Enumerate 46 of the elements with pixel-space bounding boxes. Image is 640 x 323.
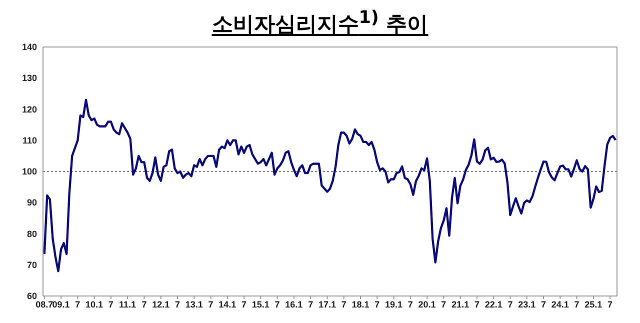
x-tick-label: 7 <box>108 299 114 310</box>
x-tick-label: 20.1 <box>418 299 436 310</box>
x-tick-label: 7 <box>574 299 580 310</box>
x-tick-label: 7 <box>508 299 513 310</box>
x-tick-label: 7 <box>441 299 446 310</box>
x-tick-label: 12.1 <box>152 299 170 310</box>
x-tick-label: 7 <box>174 299 180 310</box>
line-series <box>43 98 617 272</box>
y-tick-label: 100 <box>22 166 37 176</box>
y-tick-label: 60 <box>26 291 37 301</box>
y-tick-label: 120 <box>22 104 37 114</box>
y-tick-label: 130 <box>22 73 37 84</box>
x-tick-label: 15.1 <box>252 299 270 310</box>
x-tick-label: 7 <box>608 299 613 310</box>
x-tick-label: 10.1 <box>86 299 104 310</box>
y-tick-label: 90 <box>26 198 37 208</box>
y-tick-label: 80 <box>26 228 37 239</box>
x-tick-label: 7 <box>208 299 214 310</box>
x-tick-label: 7 <box>341 299 346 310</box>
x-tick-label: 7 <box>242 299 247 310</box>
x-tick-label: 23.1 <box>518 299 536 310</box>
x-tick-label: 7 <box>274 299 280 310</box>
x-tick-label: 7 <box>541 299 546 310</box>
x-tick-label: 7 <box>308 299 314 310</box>
x-tick-label: 09.1 <box>52 299 70 310</box>
x-tick-label: 14.1 <box>218 299 236 310</box>
x-tick-label: 25.1 <box>584 299 602 310</box>
y-tick-label: 110 <box>22 135 37 146</box>
x-tick-label: 24.1 <box>551 299 569 310</box>
x-tick-label: 16.1 <box>285 299 303 310</box>
x-tick-label: 7 <box>142 299 147 310</box>
x-tick-label: 19.1 <box>385 299 403 310</box>
x-tick-label: 17.1 <box>318 299 336 310</box>
y-tick-label: 140 <box>22 42 37 52</box>
x-tick-label: 7 <box>75 299 80 310</box>
x-tick-label: 11.1 <box>119 299 136 310</box>
x-tick-label: 13.1 <box>185 299 203 310</box>
x-tick-label: 7 <box>374 299 380 310</box>
x-tick-label: 18.1 <box>352 299 370 310</box>
chart-title: 소비자심리지수$^{1)}$ 추이 <box>212 8 428 36</box>
x-tick-label: 7 <box>408 299 413 310</box>
x-tick-label: 22.1 <box>484 299 502 310</box>
y-tick-label: 70 <box>26 260 37 270</box>
x-tick-label: 08.7 <box>36 299 54 310</box>
x-tick-label: 21.1 <box>452 299 470 310</box>
x-tick-label: 7 <box>474 299 480 310</box>
